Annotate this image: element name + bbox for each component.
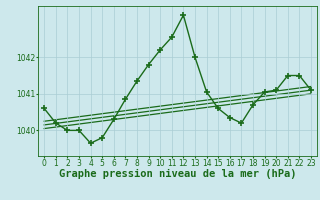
X-axis label: Graphe pression niveau de la mer (hPa): Graphe pression niveau de la mer (hPa) <box>59 169 296 179</box>
